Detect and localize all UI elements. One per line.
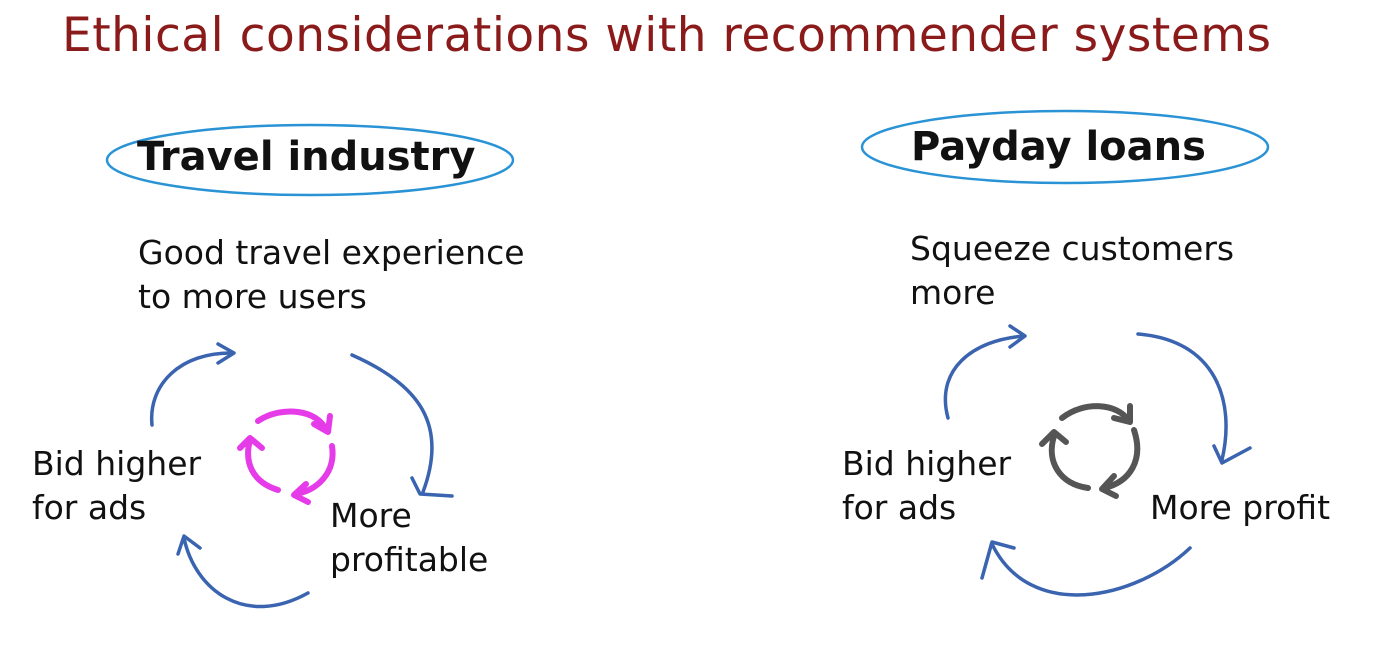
travel-bottom-arrow	[182, 536, 310, 609]
travel-heading-ellipse	[105, 123, 515, 197]
payday-outcome-line2: more	[910, 273, 996, 312]
payday-panel	[860, 109, 1270, 597]
travel-top-arrow	[149, 351, 235, 427]
travel-right-arrowhead	[410, 476, 454, 498]
payday-bid-line1: Bid higher	[842, 444, 1012, 483]
payday-bottom-arrowhead	[980, 540, 1016, 580]
travel-bid-line2: for ads	[32, 488, 147, 527]
payday-outcome-line1: Squeeze customers	[910, 229, 1235, 268]
slide-title: Ethical considerations with recommender …	[62, 8, 1272, 63]
travel-outcome-line1: Good travel experience	[138, 233, 525, 272]
payday-cycle-icon	[1039, 403, 1141, 499]
travel-cycle-icon	[237, 408, 336, 505]
travel-outcome-line2: to more users	[138, 277, 367, 316]
travel-panel	[105, 123, 515, 609]
payday-top-arrowhead	[1008, 324, 1027, 349]
payday-bottom-arrow	[990, 542, 1192, 597]
payday-profit-line1: More profit	[1150, 488, 1331, 527]
travel-top-arrowhead	[216, 342, 236, 365]
payday-right-arrow	[1136, 332, 1228, 462]
payday-right-arrowhead	[1212, 444, 1252, 465]
travel-profit-line1: More	[330, 496, 412, 535]
travel-heading: Travel industry	[137, 134, 476, 180]
payday-heading: Payday loans	[911, 124, 1206, 170]
payday-bid-line2: for ads	[842, 488, 957, 527]
travel-bid-line1: Bid higher	[32, 444, 202, 483]
travel-right-arrow	[350, 353, 434, 494]
payday-heading-ellipse	[860, 109, 1270, 185]
travel-bottom-arrowhead	[176, 534, 202, 556]
payday-top-arrow	[943, 334, 1026, 420]
travel-profit-line2: profitable	[330, 540, 489, 579]
